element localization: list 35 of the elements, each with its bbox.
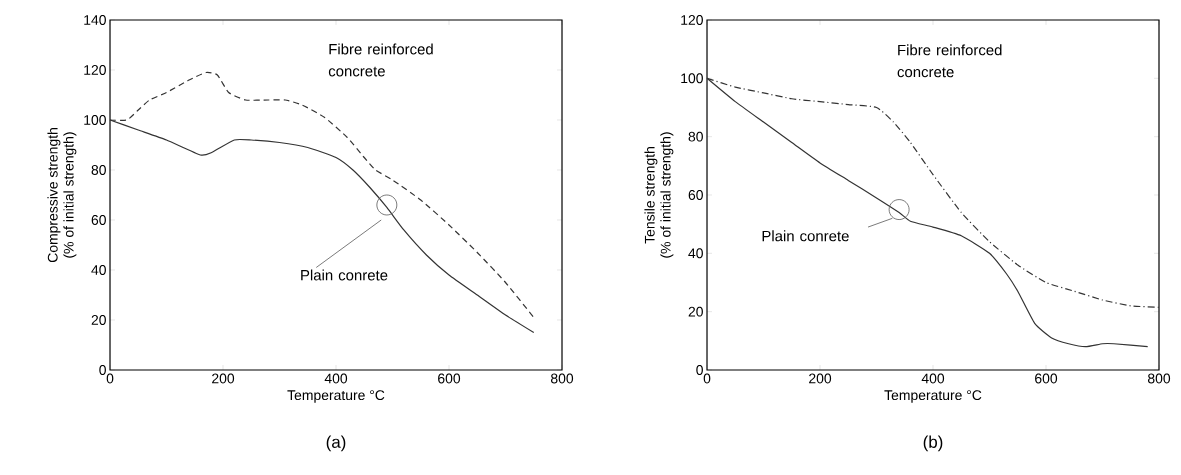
x-tick-label: 600 <box>438 373 461 384</box>
x-tick-label: 0 <box>106 373 114 384</box>
x-tick-label: 400 <box>324 373 348 384</box>
x-tick-label: 200 <box>212 373 235 384</box>
text: (a) <box>326 435 346 452</box>
x-tick-label: 400 <box>921 373 945 384</box>
y-tick-label: 120 <box>681 15 703 25</box>
y-axis-title: Compressive strength (% of initial strength) <box>47 128 77 263</box>
y-tick-label: 60 <box>688 190 703 200</box>
y-tick-label: 140 <box>84 15 106 25</box>
x-axis-title: Temperature °C <box>884 390 982 403</box>
x-tick-label: 800 <box>1147 373 1171 384</box>
text: Fibre reinforced concrete <box>897 44 1002 78</box>
x-tick-label: 0 <box>703 373 711 384</box>
x-tick-label: 800 <box>550 373 574 384</box>
y-tick-label: 120 <box>84 65 106 75</box>
y-tick-label: 0 <box>696 365 703 375</box>
y-tick-label: 100 <box>84 115 106 125</box>
y-axis-title: Tensile strength (% of initial strength) <box>644 132 674 258</box>
y-tick-label: 60 <box>91 215 106 225</box>
text: Plain conrete <box>301 269 388 281</box>
y-tick-label: 80 <box>91 165 106 175</box>
text: Plain conrete <box>762 230 849 242</box>
y-tick-label: 20 <box>688 306 703 317</box>
y-tick-label: 20 <box>91 315 106 325</box>
x-tick-label: 600 <box>1035 373 1058 384</box>
text: (b) <box>923 435 943 452</box>
y-tick-label: 0 <box>99 365 106 375</box>
y-tick-label: 40 <box>688 248 703 259</box>
y-tick-label: 40 <box>91 265 106 275</box>
x-axis-title: Temperature °C <box>287 390 385 403</box>
x-tick-label: 200 <box>809 373 832 384</box>
y-tick-label: 100 <box>681 73 703 84</box>
y-tick-label: 80 <box>688 131 703 142</box>
text: Fibre reinforced concrete <box>328 43 433 77</box>
